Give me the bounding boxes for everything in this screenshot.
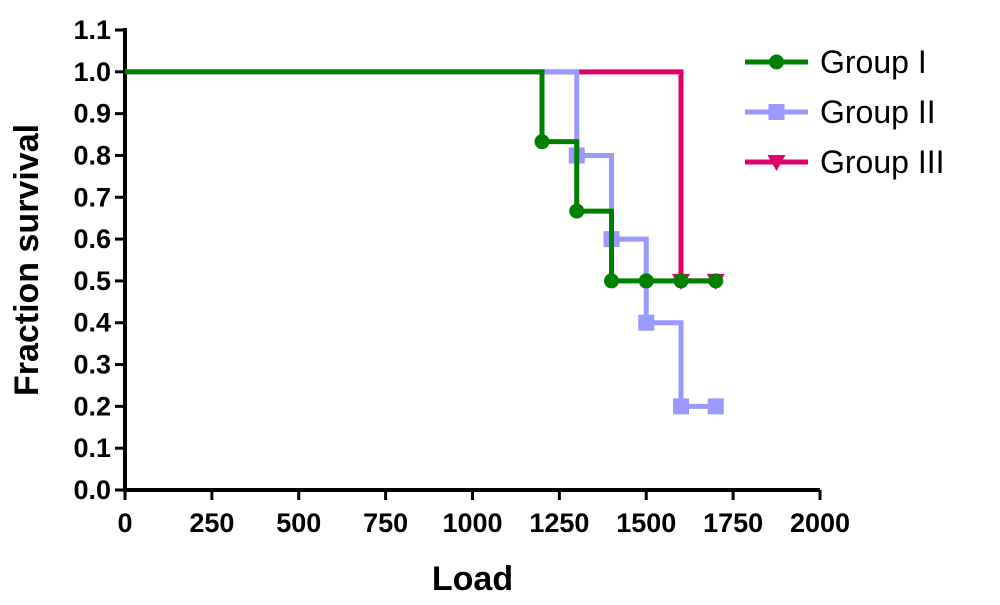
series-point bbox=[707, 398, 724, 415]
series-1 bbox=[125, 69, 724, 289]
series-point bbox=[638, 314, 655, 331]
y-axis-title: Fraction survival bbox=[8, 124, 46, 396]
legend-item: Group II bbox=[745, 94, 936, 130]
x-tick-label: 750 bbox=[363, 508, 408, 538]
y-tick-label: 0.3 bbox=[73, 350, 111, 380]
x-tick-label: 1000 bbox=[442, 508, 502, 538]
y-tick-label: 0.4 bbox=[73, 308, 111, 338]
legend-label: Group II bbox=[820, 94, 936, 130]
legend-item: Group I bbox=[745, 44, 927, 80]
series-point bbox=[534, 134, 550, 150]
series-3 bbox=[125, 69, 725, 290]
legend-marker bbox=[767, 155, 786, 171]
series-point bbox=[638, 273, 654, 289]
x-axis-title: Load bbox=[432, 560, 513, 598]
series-point bbox=[708, 273, 724, 289]
y-tick-label: 1.0 bbox=[73, 57, 111, 87]
series-point bbox=[604, 273, 619, 289]
x-tick-label: 1250 bbox=[529, 508, 589, 538]
legend: Group I Group II Group III bbox=[745, 44, 945, 180]
x-tick-label: 250 bbox=[189, 508, 234, 538]
y-tick-label: 0.0 bbox=[73, 475, 111, 505]
x-tick-label: 500 bbox=[276, 508, 321, 538]
series-point bbox=[569, 203, 585, 219]
y-tick-label: 0.6 bbox=[73, 224, 111, 254]
y-tick-label: 0.2 bbox=[73, 391, 111, 421]
series-line bbox=[125, 69, 716, 284]
x-tick-label: 1750 bbox=[703, 508, 763, 538]
y-tick-label: 0.1 bbox=[73, 433, 111, 463]
legend-label: Group III bbox=[820, 144, 945, 180]
legend-marker bbox=[768, 104, 785, 120]
x-axis: 0 250 500 750 1000 1250 1500 1750 2000 bbox=[117, 488, 850, 538]
y-tick-label: 0.7 bbox=[73, 182, 111, 212]
series-layer bbox=[125, 69, 725, 415]
series-point bbox=[673, 273, 689, 289]
y-tick-label: 0.8 bbox=[73, 140, 111, 170]
x-tick-label: 0 bbox=[117, 508, 132, 538]
series-line bbox=[125, 69, 716, 284]
series-2 bbox=[125, 69, 724, 415]
legend-label: Group I bbox=[820, 44, 927, 80]
y-axis: 0.0 0.1 0.2 0.3 0.4 0.5 0.6 0.7 0.8 0.9 1.0 1.1 bbox=[73, 15, 127, 505]
legend-marker bbox=[769, 54, 784, 70]
series-line bbox=[125, 69, 716, 409]
x-tick-label: 1500 bbox=[616, 508, 676, 538]
series-point bbox=[673, 398, 689, 415]
legend-item: Group III bbox=[745, 144, 945, 180]
y-tick-label: 0.5 bbox=[73, 266, 111, 296]
y-tick-label: 1.1 bbox=[73, 15, 111, 45]
y-tick-label: 0.9 bbox=[73, 99, 111, 129]
x-tick-label: 2000 bbox=[790, 508, 850, 538]
